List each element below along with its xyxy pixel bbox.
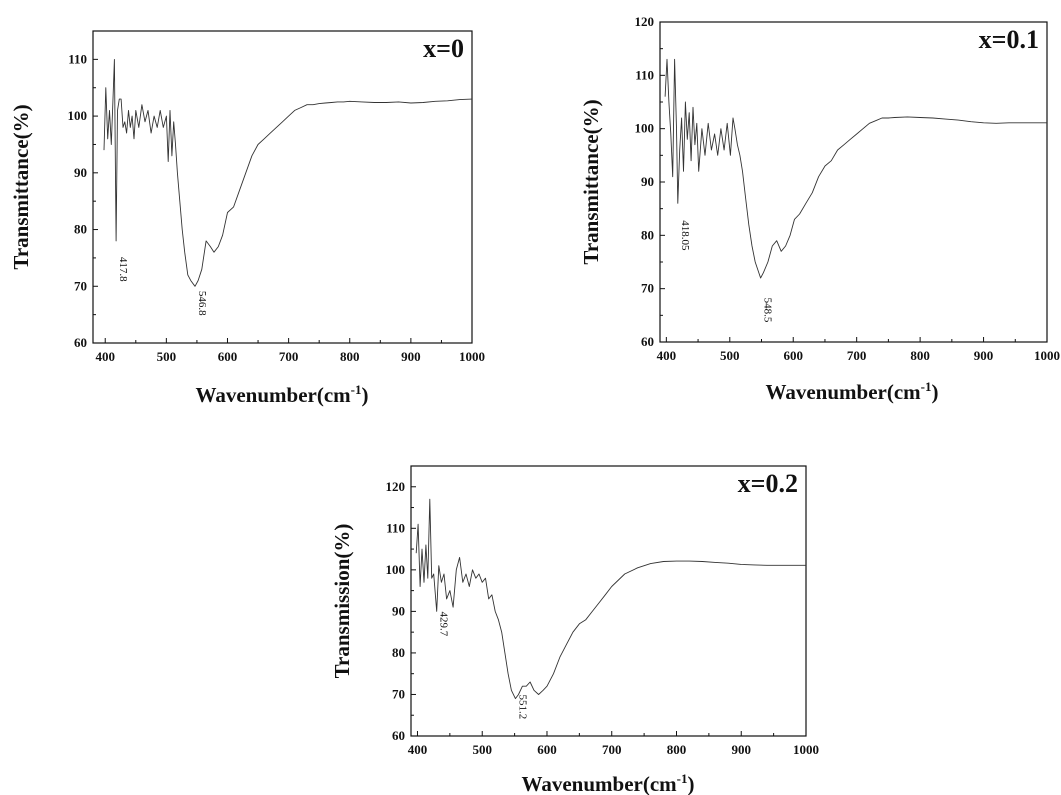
chart-panel-x01: 400 500 600 700 800 900 1000 60 70 80 90 100 110 120 T…: [579, 14, 1060, 404]
chart-0-y-tick-label: 60: [74, 335, 87, 350]
chart-2-y-tick-label: 70: [392, 686, 405, 701]
chart-0-peak-label: 546.8: [196, 291, 208, 316]
chart-1-y-tick-label: 110: [635, 67, 654, 82]
chart-1-series-line: [664, 58, 1047, 279]
chart-1-x-tick-label: 1000: [1034, 348, 1060, 363]
chart-2-y-tick-label: 100: [386, 562, 406, 577]
chart-2-x-tick-label: 400: [408, 742, 428, 757]
chart-1-y-tick-label: 100: [635, 121, 655, 136]
chart-2-peak-label: 429.7: [438, 611, 450, 636]
chart-0-panel-label: x=0: [423, 34, 464, 63]
chart-1-x-axis-title: Wavenumber(cm-1): [766, 379, 939, 404]
chart-0-y-tick-label: 110: [68, 51, 87, 66]
chart-2-y-tick-label: 90: [392, 603, 405, 618]
chart-1-y-axis-title: Transmittance(%): [579, 99, 603, 264]
chart-1-panel-label: x=0.1: [979, 25, 1039, 54]
chart-1-y-tick-label: 80: [641, 227, 654, 242]
chart-1-x-tick-label: 600: [783, 348, 803, 363]
chart-0-y-axis-title: Transmittance(%): [9, 104, 33, 269]
chart-1-y-tick-label: 60: [641, 334, 654, 349]
chart-2-x-tick-label: 1000: [793, 742, 819, 757]
chart-2-x-tick-label: 800: [667, 742, 687, 757]
chart-2-y-tick-label: 120: [386, 479, 406, 494]
chart-1-peak-label: 548.5: [762, 298, 774, 323]
chart-0-y-tick-label: 100: [68, 108, 88, 123]
chart-0-x-tick-label: 500: [157, 349, 177, 364]
chart-2-x-tick-label: 900: [731, 742, 751, 757]
chart-0-x-tick-label: 700: [279, 349, 299, 364]
chart-0-y-tick-label: 70: [74, 278, 87, 293]
chart-2-plot-frame: [410, 465, 807, 737]
chart-0-plot-frame: [92, 30, 473, 344]
chart-2-y-axis-title: Transmission(%): [330, 524, 354, 679]
chart-panel-x0: 400 500 600 700 800 900 1000 60 70 80 90 100 110 Tran…: [9, 30, 485, 407]
chart-2-y-tick-label: 80: [392, 645, 405, 660]
chart-2-peak-label: 551.2: [516, 695, 528, 720]
chart-1-x-tick-label: 900: [974, 348, 994, 363]
chart-0-x-tick-label: 600: [218, 349, 238, 364]
chart-0-y-tick-label: 80: [74, 222, 87, 237]
chart-0-x-tick-label: 1000: [459, 349, 485, 364]
chart-2-panel-label: x=0.2: [738, 469, 798, 498]
chart-1-x-tick-label: 500: [720, 348, 740, 363]
chart-0-x-tick-label: 900: [401, 349, 421, 364]
chart-1-y-tick-label: 70: [641, 281, 654, 296]
chart-1-y-tick-label: 120: [635, 14, 655, 29]
chart-2-x-axis-title: Wavenumber(cm-1): [522, 771, 695, 795]
chart-1-x-tick-label: 400: [657, 348, 677, 363]
chart-0-y-tick-label: 90: [74, 165, 87, 180]
chart-0-peak-label: 417.8: [117, 257, 129, 282]
chart-2-series-line: [415, 498, 806, 700]
chart-2-y-tick-label: 110: [386, 520, 405, 535]
chart-2-x-tick-label: 700: [602, 742, 622, 757]
chart-0-x-tick-label: 400: [95, 349, 115, 364]
chart-1-x-tick-label: 700: [847, 348, 867, 363]
chart-2-y-tick-label: 60: [392, 728, 405, 743]
chart-1-y-tick-label: 90: [641, 174, 654, 189]
chart-panel-x02: 400 500 600 700 800 900 1000 60 70 80 90 100 110 120 T…: [330, 465, 819, 795]
chart-1-x-tick-label: 800: [910, 348, 930, 363]
chart-0-x-axis-title: Wavenumber(cm-1): [196, 382, 369, 407]
chart-2-x-tick-label: 600: [537, 742, 557, 757]
chart-0-x-tick-label: 800: [340, 349, 360, 364]
chart-2-x-tick-label: 500: [472, 742, 492, 757]
chart-1-peak-label: 418.05: [679, 220, 691, 251]
chart-1-plot-frame: [659, 21, 1048, 343]
chart-0-series-line: [103, 58, 473, 287]
